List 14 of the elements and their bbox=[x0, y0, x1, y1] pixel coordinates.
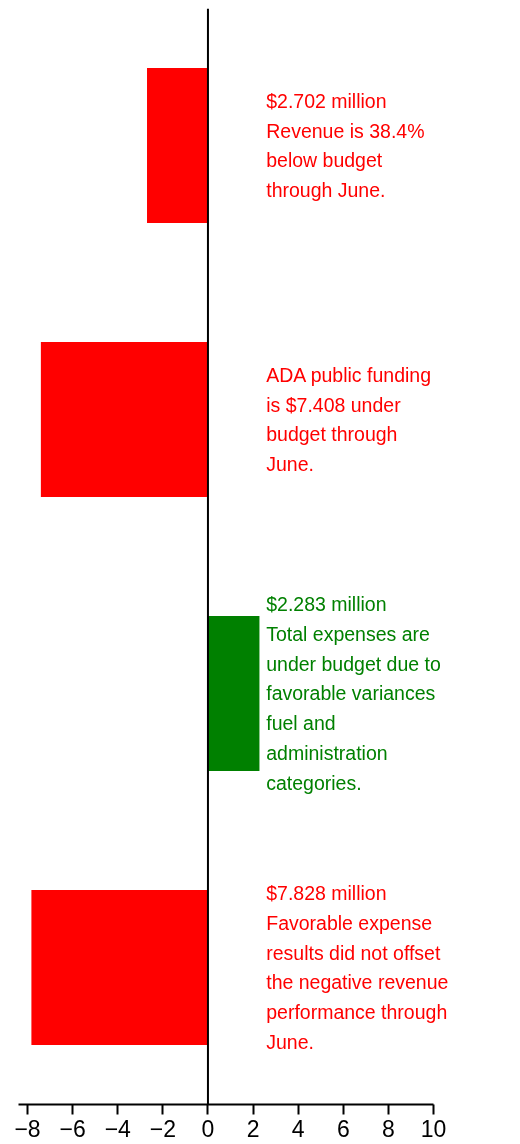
x-tick-label: 0 bbox=[201, 1115, 215, 1142]
x-tick-label: 4 bbox=[291, 1115, 305, 1142]
x-tick-label: 10 bbox=[420, 1115, 447, 1142]
annotation: ADA public funding is $7.408 under budget through June. bbox=[266, 363, 431, 476]
x-tick-label: −8 bbox=[14, 1115, 41, 1142]
annotation: $2.283 million Total expenses are under budget due to favorable variances fuel and administration categories. bbox=[266, 593, 441, 794]
x-tick-label: −2 bbox=[149, 1115, 176, 1142]
x-tick-label: −4 bbox=[104, 1115, 132, 1142]
annotation: $7.828 million Favorable expense results did not offset the negative revenue performance through June. bbox=[266, 882, 449, 1053]
annotation: $2.702 million Revenue is 38.4% below budget through June. bbox=[266, 89, 425, 202]
x-tick-label: −6 bbox=[59, 1115, 86, 1142]
x-tick-label: 8 bbox=[382, 1115, 395, 1142]
x-tick-label: 2 bbox=[246, 1115, 260, 1142]
x-tick-label: 6 bbox=[336, 1115, 350, 1142]
